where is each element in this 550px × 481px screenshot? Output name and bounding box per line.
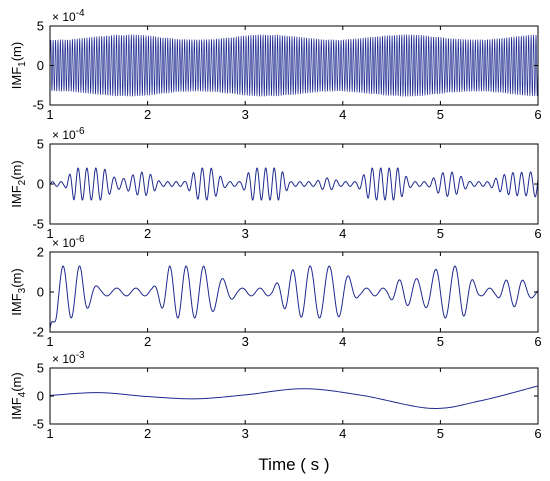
y-tick-label: 0 bbox=[37, 177, 44, 192]
panel-imf4: 1 2 3 4 5 6 5 0 -5 × 10-3 IMF4(m) bbox=[9, 350, 542, 441]
axes-frame bbox=[49, 143, 539, 225]
axes-frame bbox=[49, 367, 539, 425]
x-tick-label: 3 bbox=[242, 426, 249, 441]
x-tick-label: 5 bbox=[437, 334, 444, 349]
y-tick-label: -2 bbox=[32, 325, 44, 340]
series-line-imf1 bbox=[50, 34, 538, 97]
x-tick-label: 4 bbox=[339, 334, 346, 349]
panel-imf2: 1 2 3 4 5 6 5 0 -5 × 10-6 IMF2(m) bbox=[9, 126, 542, 241]
x-tick-label: 1 bbox=[46, 426, 53, 441]
y-axis-label: IMF2(m) bbox=[9, 160, 28, 207]
x-tick-label: 3 bbox=[242, 334, 249, 349]
exponent-label: × 10-6 bbox=[52, 234, 85, 250]
x-tick-label: 2 bbox=[144, 107, 151, 122]
y-axis-label: IMF3(m) bbox=[9, 268, 28, 315]
x-tick-label: 5 bbox=[437, 226, 444, 241]
x-tick-label: 2 bbox=[144, 334, 151, 349]
exponent-label: × 10-3 bbox=[52, 350, 85, 366]
x-axis-label: Time ( s ) bbox=[258, 455, 329, 474]
series-line-imf3 bbox=[50, 265, 538, 329]
axes-frame bbox=[49, 251, 539, 333]
x-tick-label: 6 bbox=[534, 426, 541, 441]
y-tick-label: -5 bbox=[32, 98, 44, 113]
exponent-label: × 10-6 bbox=[52, 126, 85, 142]
panel-imf1: 1 2 3 4 5 6 5 0 -5 × 10-4 IMF1(m) bbox=[9, 8, 542, 122]
y-axis-label: IMF4(m) bbox=[9, 372, 28, 419]
y-tick-label: 5 bbox=[37, 361, 44, 376]
x-tick-label: 2 bbox=[144, 226, 151, 241]
panel-imf3: 1 2 3 4 5 6 2 0 -2 × 10-6 IMF3(m) bbox=[9, 234, 542, 349]
x-tick-label: 1 bbox=[46, 107, 53, 122]
x-tick-label: 3 bbox=[242, 107, 249, 122]
x-tick-label: 4 bbox=[339, 426, 346, 441]
y-tick-label: -5 bbox=[32, 417, 44, 432]
x-tick-label: 6 bbox=[534, 334, 541, 349]
y-tick-label: 5 bbox=[37, 19, 44, 34]
x-tick-label: 6 bbox=[534, 107, 541, 122]
y-tick-label: 0 bbox=[37, 389, 44, 404]
y-tick-label: 0 bbox=[37, 58, 44, 73]
exponent-label: × 10-4 bbox=[52, 8, 85, 24]
y-axis-label: IMF1(m) bbox=[9, 42, 28, 89]
x-tick-label: 5 bbox=[437, 426, 444, 441]
y-tick-label: 0 bbox=[37, 285, 44, 300]
y-tick-label: -5 bbox=[32, 217, 44, 232]
series-line-imf4 bbox=[50, 385, 538, 409]
x-tick-label: 1 bbox=[46, 334, 53, 349]
x-tick-label: 6 bbox=[534, 226, 541, 241]
x-tick-label: 4 bbox=[339, 107, 346, 122]
y-tick-label: 5 bbox=[37, 137, 44, 152]
x-tick-label: 4 bbox=[339, 226, 346, 241]
x-tick-label: 3 bbox=[242, 226, 249, 241]
x-tick-label: 2 bbox=[144, 426, 151, 441]
series-line-imf2 bbox=[50, 167, 538, 201]
x-tick-label: 5 bbox=[437, 107, 444, 122]
x-tick-label: 1 bbox=[46, 226, 53, 241]
y-tick-label: 2 bbox=[37, 245, 44, 260]
